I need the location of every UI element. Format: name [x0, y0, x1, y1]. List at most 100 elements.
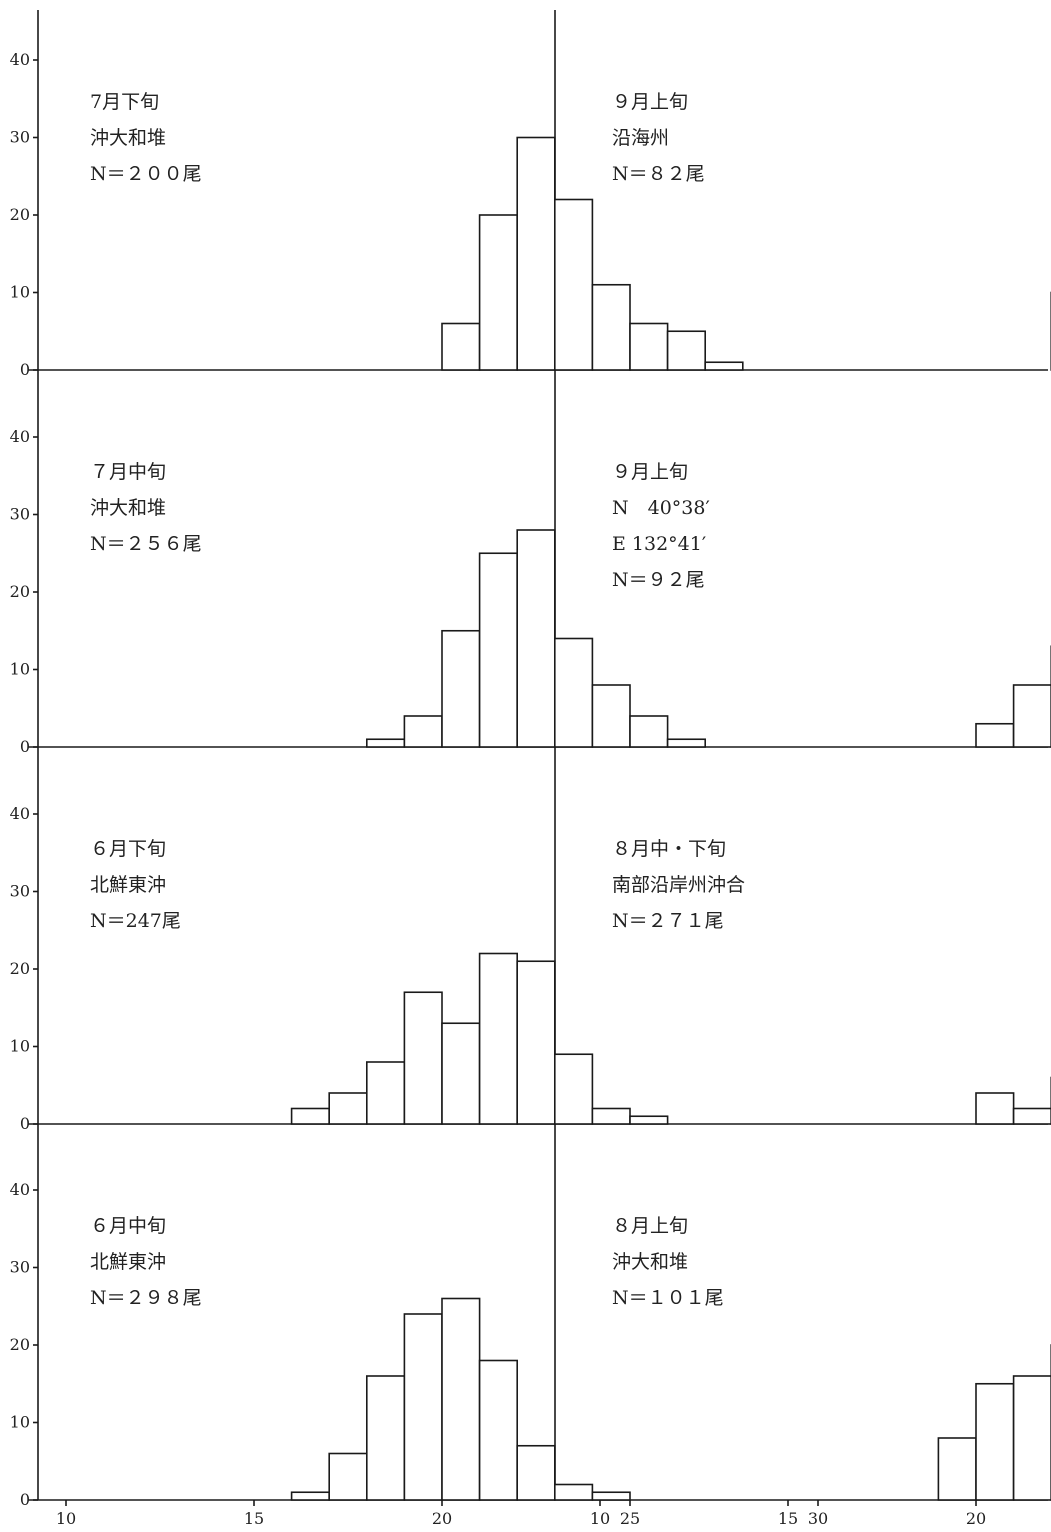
- y-tick-label: 30: [10, 1258, 30, 1277]
- y-tick-label: 20: [10, 1335, 30, 1354]
- y-tick-label: 30: [10, 882, 30, 901]
- y-tick-label: 10: [10, 1037, 30, 1056]
- histogram-bar: [478, 952, 519, 1125]
- x-tick-label: 10: [56, 1509, 76, 1528]
- y-tick-label: 10: [10, 660, 30, 679]
- histogram-bar: [591, 684, 631, 748]
- x-tick-label: 15: [244, 1509, 264, 1528]
- y-tick-label: 0: [20, 360, 30, 379]
- histogram-bar: [441, 629, 481, 748]
- y-tick-label: 20: [10, 959, 30, 978]
- panel-label-line: 沖大和堆: [90, 127, 166, 149]
- y-tick-label: 20: [10, 205, 30, 224]
- histogram-bar: [629, 715, 669, 748]
- histogram-bar: [591, 1491, 631, 1501]
- panel-label-line: E 132°41′: [612, 533, 706, 555]
- y-tick-label: 40: [10, 1180, 30, 1199]
- histogram-bar: [516, 960, 556, 1125]
- y-tick-label: 10: [10, 1413, 30, 1432]
- histogram-bar: [553, 1053, 594, 1125]
- panel-label-line: 沿海州: [612, 127, 669, 149]
- histogram-bar: [666, 738, 706, 748]
- histogram-bar: [629, 322, 669, 371]
- panel-label-line: 北鮮東沖: [90, 874, 166, 896]
- histogram-bar: [975, 1092, 1015, 1125]
- x-tick-label: 25: [620, 1509, 640, 1528]
- histogram-bar: [478, 1359, 519, 1501]
- panel-label-line: N＝247尾: [90, 910, 181, 932]
- histogram-bar: [403, 715, 443, 748]
- y-tick-label: 40: [10, 50, 30, 69]
- histogram-bar: [591, 1107, 631, 1125]
- histogram-bar: [441, 1297, 481, 1501]
- histogram-bar: [553, 1483, 594, 1501]
- histogram-bar: [591, 283, 631, 371]
- x-tick-label: 30: [808, 1509, 828, 1528]
- histogram-bar: [629, 1115, 669, 1125]
- x-tick-label: 10: [590, 1509, 610, 1528]
- histogram-bar: [290, 1107, 331, 1125]
- histogram-bar: [478, 552, 519, 748]
- histogram-bar: [553, 198, 594, 371]
- x-tick-label: 15: [778, 1509, 798, 1528]
- histogram-bar: [937, 1437, 977, 1501]
- y-tick-label: 30: [10, 128, 30, 147]
- y-tick-label: 40: [10, 427, 30, 446]
- panel-label-line: N 40°38′: [612, 497, 710, 519]
- panel-label-line: ９月上旬: [612, 461, 688, 483]
- histogram-bar: [478, 214, 519, 371]
- panel-label-line: ９月上旬: [612, 91, 688, 113]
- x-tick-label: 20: [966, 1509, 986, 1528]
- histogram-bar: [328, 1092, 368, 1125]
- histogram-panel-3: ９月上旬 N 40°38′ E 132°41′ N＝９２尾: [612, 461, 1051, 748]
- panel-label-line: ８月上旬: [612, 1215, 688, 1237]
- histogram-bar: [516, 1444, 556, 1501]
- panel-label-line: 沖大和堆: [612, 1251, 688, 1273]
- histogram-bar: [666, 330, 706, 371]
- panel-label-line: ８月中・下旬: [612, 838, 726, 860]
- histogram-bar: [403, 1313, 443, 1501]
- panel-label-line: ６月中旬: [90, 1215, 166, 1237]
- y-tick-label: 20: [10, 582, 30, 601]
- histogram-bar: [403, 991, 443, 1125]
- histogram-bar: [975, 1382, 1015, 1501]
- panel-label-line: ６月下旬: [90, 838, 166, 860]
- panel-label-line: 7月下旬: [90, 91, 159, 113]
- histogram-bar: [553, 637, 594, 748]
- y-tick-label: 40: [10, 804, 30, 823]
- panel-label-line: N＝２００尾: [90, 163, 202, 185]
- panel-label-line: 沖大和堆: [90, 497, 166, 519]
- histogram-bar: [975, 722, 1015, 748]
- histogram-bar: [1012, 1107, 1051, 1125]
- histogram-bar: [365, 738, 406, 748]
- panel-label-line: N＝９２尾: [612, 569, 705, 591]
- panel-label-line: 南部沿岸州沖合: [612, 874, 745, 896]
- x-tick-label: 20: [432, 1509, 452, 1528]
- y-tick-label: 10: [10, 283, 30, 302]
- histogram-bar: [328, 1452, 368, 1501]
- histogram-bar: [704, 361, 744, 371]
- histogram-bar: [1012, 684, 1051, 748]
- panel-label-line: 北鮮東沖: [90, 1251, 166, 1273]
- y-tick-label: 0: [20, 1490, 30, 1509]
- histogram-bar: [1012, 1375, 1051, 1501]
- panel-label-line: N＝２９８尾: [90, 1287, 202, 1309]
- y-tick-label: 30: [10, 505, 30, 524]
- panel-label-line: N＝１０１尾: [612, 1287, 724, 1309]
- y-tick-label: 0: [20, 1114, 30, 1133]
- histogram-bar: [441, 1022, 481, 1125]
- y-tick-label: 0: [20, 737, 30, 756]
- panel-label-line: N＝２７１尾: [612, 910, 724, 932]
- histogram-bar: [365, 1375, 406, 1501]
- histogram-bar: [365, 1061, 406, 1125]
- histogram-bar: [441, 322, 481, 371]
- panel-label-line: ７月中旬: [90, 461, 166, 483]
